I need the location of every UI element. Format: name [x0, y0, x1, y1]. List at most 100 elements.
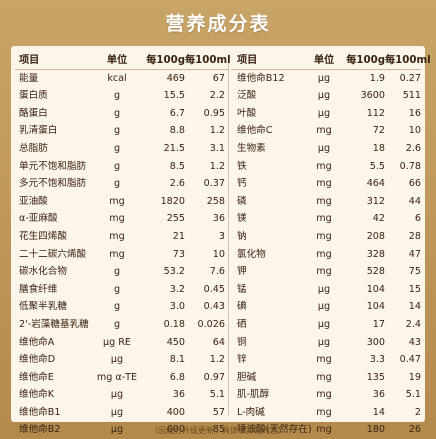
- nutrient-unit: μg: [317, 283, 331, 295]
- nutrient-unit: mg: [316, 160, 332, 172]
- value-per100g: 73: [172, 248, 185, 260]
- title-bar: 营养成分表: [0, 0, 436, 44]
- nutrient-name: 唾液酸(天然存在): [237, 424, 312, 436]
- nutrient-unit: μg RE: [103, 336, 131, 348]
- nutrient-name: 钙: [237, 178, 247, 190]
- table-row: 维他命B2 μg 600 85: [15, 421, 229, 439]
- value-per100ml: 0.45: [203, 283, 225, 295]
- table-header-right: 项目 单位 每100g 每100ml: [231, 52, 431, 70]
- value-per100g: 104: [366, 301, 385, 313]
- table-row: 磷 mg 312 44: [231, 193, 421, 211]
- nutrient-unit: kcal: [107, 72, 127, 84]
- table-row: 氯化物 mg 328 47: [231, 246, 421, 264]
- table-row: 维他命K μg 36 5.1: [15, 386, 229, 404]
- nutrient-name: 亚油酸: [19, 195, 48, 207]
- table-row: 酪蛋白 g 6.7 0.95: [15, 105, 229, 123]
- nutrient-unit: g: [113, 283, 121, 295]
- nutrient-unit: μg: [110, 424, 124, 436]
- nutrient-name: 膳食纤维: [19, 283, 58, 295]
- value-per100g: 312: [366, 195, 385, 207]
- nutrient-name: 维他命B12: [237, 72, 285, 84]
- value-per100ml: 44: [408, 195, 421, 207]
- value-per100ml: 0.95: [203, 107, 225, 119]
- nutrient-unit: μg: [317, 107, 331, 119]
- nutrient-unit: g: [113, 160, 121, 172]
- nutrient-unit: g: [113, 301, 121, 313]
- table-row: 花生四烯酸 mg 21 3: [15, 228, 229, 246]
- nutrient-unit: g: [113, 318, 121, 330]
- nutrient-name: 维他命B1: [19, 406, 61, 418]
- header-unit: 单位: [106, 55, 128, 66]
- nutrient-unit: μg: [110, 354, 124, 366]
- nutrient-name: 维他命B2: [19, 424, 61, 436]
- table-row: 维他命B12 μg 1.9 0.27: [231, 70, 421, 88]
- value-per100ml: 258: [206, 195, 225, 207]
- value-per100ml: 66: [408, 178, 421, 190]
- nutrition-table: 项目 单位 每100g 每100ml 能量 kcal 469 67 蛋白质 g 15.5 2.…: [11, 46, 431, 435]
- nutrient-name: 氯化物: [237, 248, 266, 260]
- nutrient-name: 叶酸: [237, 107, 257, 119]
- value-per100ml: 26: [408, 424, 421, 436]
- value-per100g: 469: [166, 72, 185, 84]
- nutrient-unit: mg: [316, 406, 332, 418]
- value-per100g: 112: [366, 107, 385, 119]
- value-per100g: 8.1: [169, 354, 185, 366]
- header-per100ml: 每100ml: [185, 55, 231, 66]
- value-per100ml: 2.4: [405, 318, 421, 330]
- value-per100g: 72: [372, 125, 385, 137]
- value-per100g: 3600: [360, 90, 385, 102]
- nutrient-unit: mg: [316, 371, 332, 383]
- table-row: 碘 μg 104 14: [231, 298, 421, 316]
- nutrient-unit: mg: [316, 195, 332, 207]
- nutrient-name: 泛酸: [237, 90, 257, 102]
- table-row: 多元不饱和脂肪 g 2.6 0.37: [15, 175, 229, 193]
- value-per100g: 1.9: [369, 72, 385, 84]
- value-per100ml: 511: [402, 90, 421, 102]
- table-row: 唾液酸(天然存在) mg 180 26: [231, 421, 421, 439]
- value-per100ml: 3: [218, 230, 225, 242]
- value-per100ml: 1.2: [209, 160, 225, 172]
- nutrient-unit: μg: [110, 406, 124, 418]
- left-column: 项目 单位 每100g 每100ml 能量 kcal 469 67 蛋白质 g 15.5 2.…: [15, 52, 231, 439]
- value-per100g: 8.8: [169, 125, 185, 137]
- table-row: 二十二碳六烯酸 mg 73 10: [15, 246, 229, 264]
- nutrient-unit: μg: [317, 301, 331, 313]
- table-row: 铜 μg 300 43: [231, 334, 421, 352]
- table-row: 膳食纤维 g 3.2 0.45: [15, 281, 229, 299]
- header-per100g: 每100g: [346, 55, 385, 66]
- table-row: 低聚半乳糖 g 3.0 0.43: [15, 298, 229, 316]
- value-per100g: 5.5: [369, 160, 385, 172]
- value-per100ml: 0.78: [399, 160, 421, 172]
- nutrient-name: 维他命D: [19, 354, 56, 366]
- table-row: 硒 μg 17 2.4: [231, 316, 421, 334]
- right-column: 项目 单位 每100g 每100ml 维他命B12 μg 1.9 0.27 泛酸 μg 36…: [231, 52, 431, 439]
- value-per100ml: 75: [408, 266, 421, 278]
- nutrient-name: 蛋白质: [19, 90, 48, 102]
- nutrient-unit: g: [113, 266, 121, 278]
- nutrient-unit: mg: [316, 178, 332, 190]
- value-per100ml: 57: [212, 406, 225, 418]
- table-row: 亚油酸 mg 1820 258: [15, 193, 229, 211]
- table-row: 锰 μg 104 15: [231, 281, 421, 299]
- nutrient-unit: mg: [316, 230, 332, 242]
- value-per100ml: 0.026: [197, 318, 225, 330]
- value-per100g: 208: [366, 230, 385, 242]
- table-row: 乳清蛋白 g 8.8 1.2: [15, 122, 229, 140]
- value-per100ml: 10: [212, 248, 225, 260]
- header-name: 项目: [237, 55, 258, 66]
- value-per100g: 3.2: [169, 283, 185, 295]
- nutrient-name: 硒: [237, 318, 247, 330]
- nutrient-name: 碘: [237, 301, 247, 313]
- nutrient-name: 多元不饱和脂肪: [19, 178, 87, 190]
- table-row: 能量 kcal 469 67: [15, 70, 229, 88]
- value-per100g: 15.5: [163, 90, 185, 102]
- nutrient-unit: mg: [316, 125, 332, 137]
- value-per100g: 1820: [160, 195, 185, 207]
- nutrient-name: 铁: [237, 160, 247, 172]
- value-per100ml: 0.37: [203, 178, 225, 190]
- nutrient-name: 维他命A: [19, 336, 55, 348]
- value-per100g: 3.3: [369, 354, 385, 366]
- value-per100g: 8.5: [169, 160, 185, 172]
- table-row: 叶酸 μg 112 16: [231, 105, 421, 123]
- table-row: 总脂肪 g 21.5 3.1: [15, 140, 229, 158]
